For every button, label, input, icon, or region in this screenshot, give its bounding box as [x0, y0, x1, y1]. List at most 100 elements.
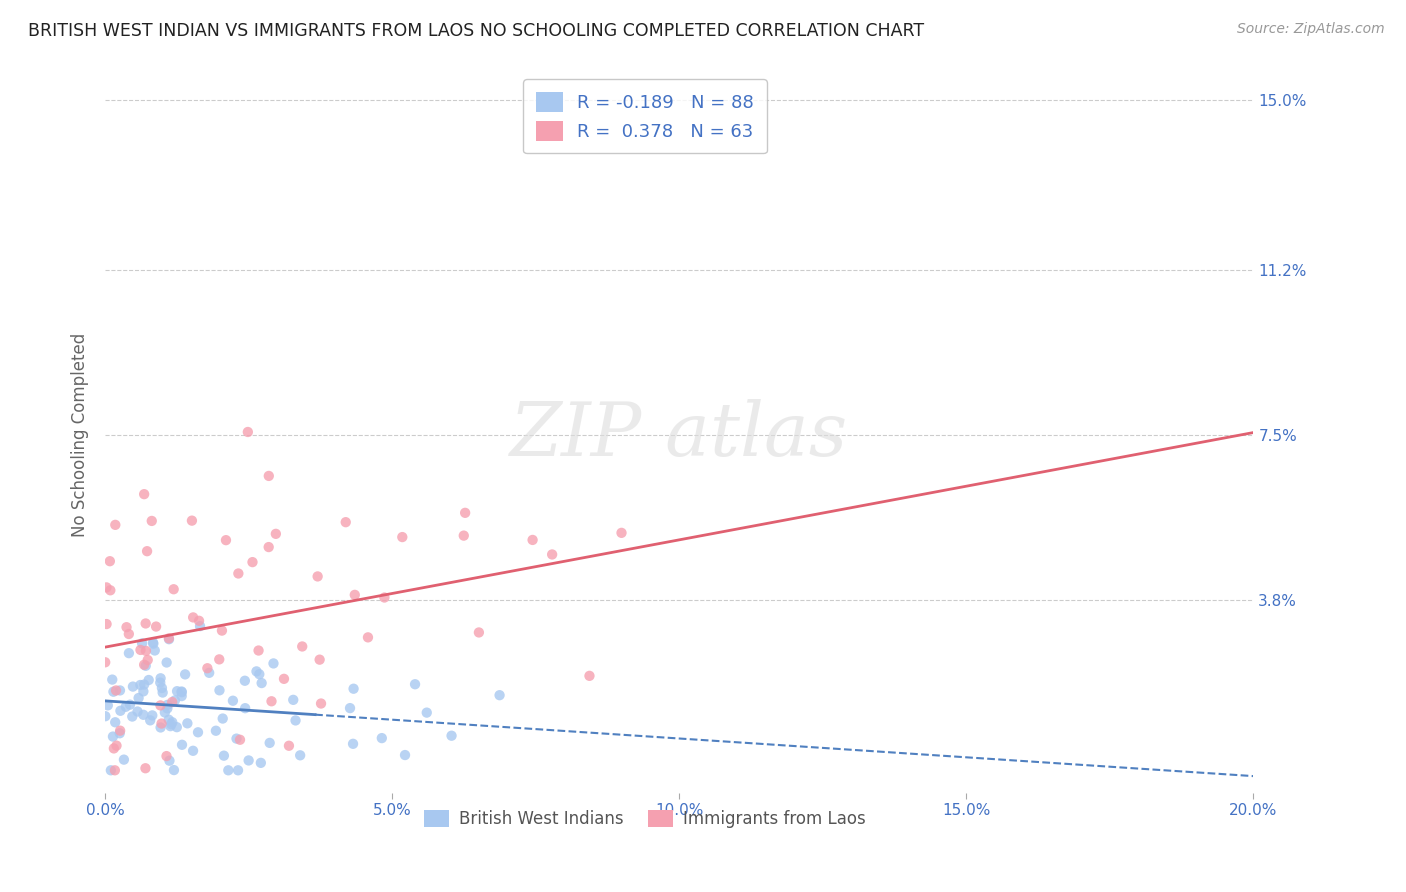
- Point: [149, 698, 172, 713]
- Point: [118, 646, 141, 660]
- Point: [142, 637, 165, 651]
- Point: [132, 684, 155, 698]
- Point: [217, 764, 239, 778]
- Point: [134, 761, 156, 775]
- Point: [104, 764, 127, 778]
- Legend: British West Indians, Immigrants from Laos: British West Indians, Immigrants from La…: [418, 803, 873, 834]
- Point: [136, 544, 159, 558]
- Point: [233, 701, 256, 715]
- Point: [141, 708, 163, 723]
- Point: [157, 632, 180, 647]
- Point: [181, 610, 204, 624]
- Point: [156, 701, 179, 715]
- Point: [98, 583, 121, 598]
- Point: [112, 753, 135, 767]
- Point: [416, 706, 439, 720]
- Point: [284, 714, 307, 728]
- Point: [170, 689, 193, 703]
- Point: [134, 677, 156, 691]
- Point: [391, 530, 413, 544]
- Point: [142, 635, 165, 649]
- Point: [108, 726, 131, 740]
- Point: [160, 717, 183, 731]
- Point: [242, 555, 264, 569]
- Point: [229, 732, 252, 747]
- Point: [134, 657, 156, 672]
- Point: [215, 533, 238, 548]
- Point: [453, 528, 475, 542]
- Point: [233, 673, 256, 688]
- Point: [157, 632, 180, 646]
- Point: [187, 725, 209, 739]
- Point: [163, 582, 186, 597]
- Text: ZIP atlas: ZIP atlas: [510, 399, 848, 471]
- Point: [101, 730, 124, 744]
- Point: [138, 673, 160, 687]
- Point: [108, 683, 131, 698]
- Point: [163, 693, 186, 707]
- Point: [228, 566, 250, 581]
- Point: [160, 695, 183, 709]
- Point: [157, 713, 180, 727]
- Point: [143, 643, 166, 657]
- Point: [105, 683, 128, 698]
- Point: [488, 688, 510, 702]
- Point: [309, 697, 332, 711]
- Point: [247, 667, 270, 681]
- Point: [288, 748, 311, 763]
- Point: [127, 705, 149, 719]
- Point: [134, 487, 156, 501]
- Point: [283, 693, 305, 707]
- Point: [121, 709, 143, 723]
- Point: [264, 526, 287, 541]
- Point: [96, 617, 118, 632]
- Point: [98, 554, 121, 568]
- Point: [118, 627, 141, 641]
- Point: [371, 731, 394, 745]
- Point: [103, 741, 125, 756]
- Point: [394, 747, 416, 762]
- Point: [159, 719, 181, 733]
- Point: [155, 749, 177, 764]
- Point: [104, 517, 127, 532]
- Point: [222, 694, 245, 708]
- Point: [149, 675, 172, 690]
- Point: [373, 591, 395, 605]
- Point: [129, 643, 152, 657]
- Point: [259, 736, 281, 750]
- Point: [236, 425, 259, 439]
- Point: [205, 723, 228, 738]
- Point: [131, 636, 153, 650]
- Point: [108, 723, 131, 738]
- Point: [181, 744, 204, 758]
- Point: [342, 681, 364, 696]
- Point: [170, 684, 193, 698]
- Text: BRITISH WEST INDIAN VS IMMIGRANTS FROM LAOS NO SCHOOLING COMPLETED CORRELATION C: BRITISH WEST INDIAN VS IMMIGRANTS FROM L…: [28, 22, 924, 40]
- Point: [250, 676, 273, 690]
- Point: [166, 684, 188, 698]
- Point: [454, 506, 477, 520]
- Point: [188, 614, 211, 628]
- Point: [159, 754, 181, 768]
- Point: [132, 707, 155, 722]
- Point: [149, 721, 172, 735]
- Point: [135, 658, 157, 673]
- Point: [170, 738, 193, 752]
- Point: [153, 706, 176, 720]
- Point: [342, 737, 364, 751]
- Point: [163, 763, 186, 777]
- Point: [468, 625, 491, 640]
- Point: [273, 672, 295, 686]
- Point: [122, 680, 145, 694]
- Point: [110, 704, 132, 718]
- Point: [94, 655, 117, 669]
- Point: [136, 653, 159, 667]
- Point: [170, 685, 193, 699]
- Point: [208, 652, 231, 666]
- Point: [263, 657, 285, 671]
- Point: [139, 714, 162, 728]
- Point: [245, 665, 267, 679]
- Point: [208, 683, 231, 698]
- Point: [212, 748, 235, 763]
- Point: [176, 716, 198, 731]
